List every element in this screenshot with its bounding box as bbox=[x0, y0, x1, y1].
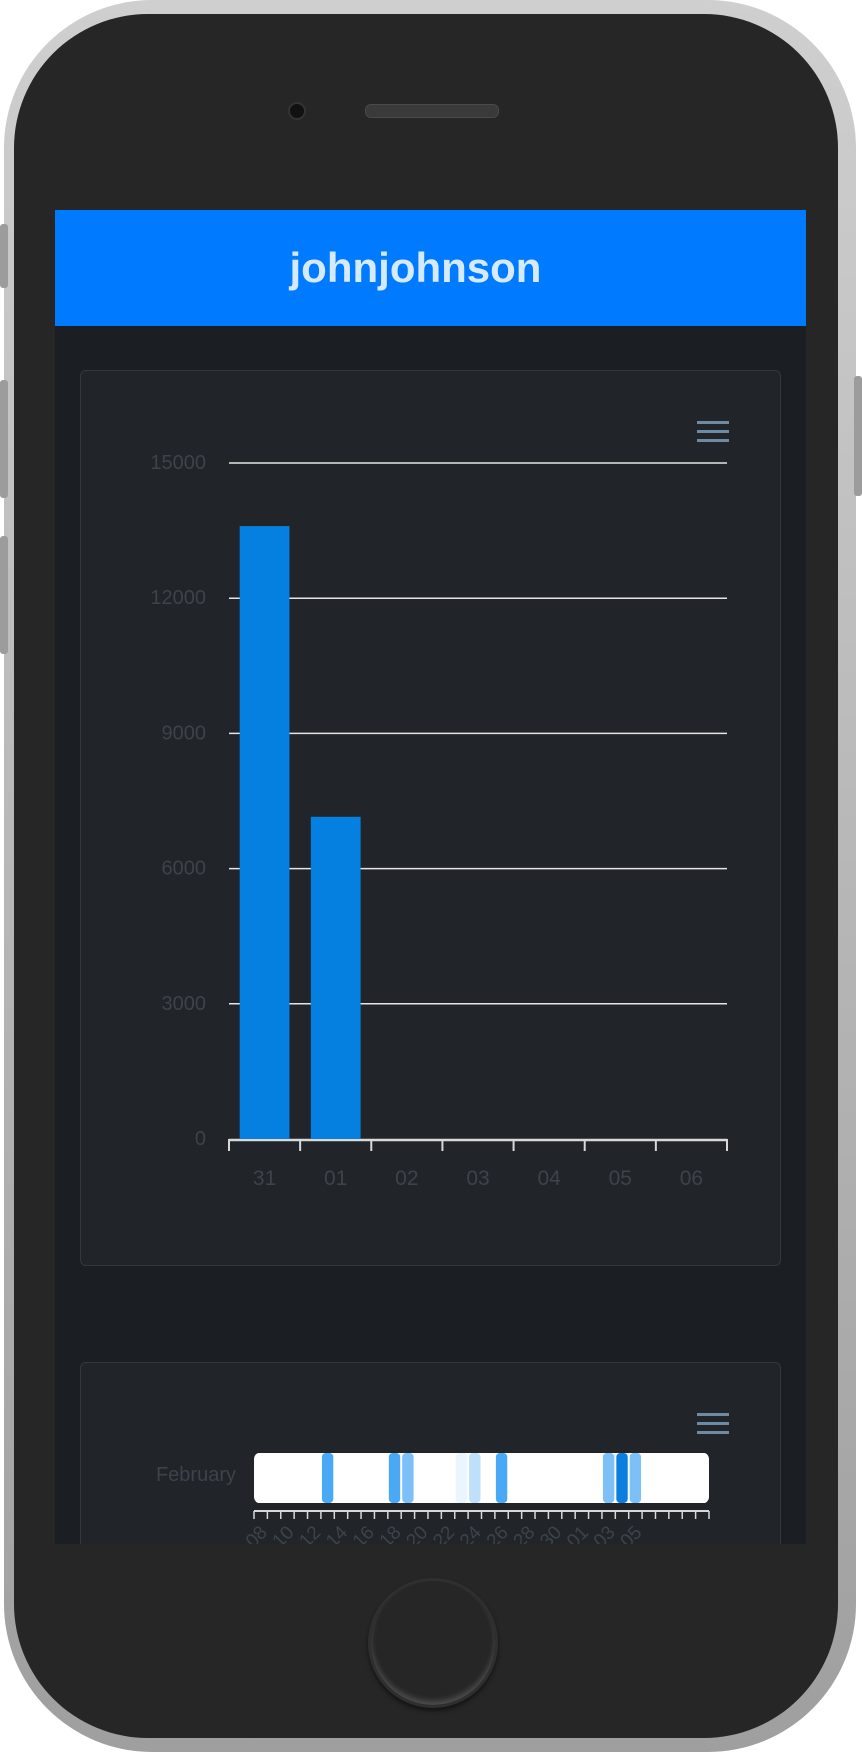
heatmap-cell bbox=[255, 1453, 267, 1503]
heatmap-cell bbox=[509, 1453, 521, 1503]
heatmap-cell bbox=[375, 1453, 387, 1503]
front-camera bbox=[288, 102, 306, 120]
x-tick-label: 24 bbox=[456, 1522, 486, 1544]
x-tick-label: 05 bbox=[617, 1522, 647, 1544]
heatmap-cell bbox=[495, 1453, 508, 1503]
hamburger-menu-icon[interactable] bbox=[697, 421, 729, 443]
app-header: johnjohnson bbox=[55, 210, 806, 326]
earpiece-speaker bbox=[365, 104, 499, 118]
heatmap-cell bbox=[616, 1453, 628, 1503]
heatmap-cell bbox=[629, 1453, 642, 1503]
heatmap-cell bbox=[482, 1453, 494, 1503]
x-tick-label: 18 bbox=[376, 1522, 406, 1544]
x-tick-label: 20 bbox=[402, 1522, 432, 1544]
heatmap-cell bbox=[281, 1453, 294, 1503]
y-tick-label: 3000 bbox=[162, 993, 207, 1015]
bar bbox=[239, 526, 290, 1139]
x-tick-label: 01 bbox=[324, 1167, 347, 1190]
power-button bbox=[854, 376, 862, 496]
heatmap-cell bbox=[348, 1453, 361, 1503]
heatmap-cell bbox=[536, 1453, 548, 1503]
heatmap-cell bbox=[522, 1453, 535, 1503]
heatmap-cell bbox=[308, 1453, 320, 1503]
x-tick-label: 03 bbox=[590, 1522, 620, 1544]
heatmap-cell bbox=[442, 1453, 454, 1503]
x-tick-label: 06 bbox=[680, 1167, 703, 1190]
x-tick-label: 04 bbox=[537, 1167, 561, 1190]
heatmap-cell bbox=[415, 1453, 427, 1503]
bar-chart: 15000 12000 9000 6000 3000 0 31 01 02 03 04 05 06 bbox=[150, 452, 728, 1190]
x-tick-label: 10 bbox=[269, 1522, 299, 1544]
x-tick-label: 28 bbox=[510, 1522, 540, 1544]
app-title: johnjohnson bbox=[289, 244, 542, 291]
heatmap-cell bbox=[589, 1453, 601, 1503]
x-tick-label: 26 bbox=[483, 1522, 513, 1544]
home-button[interactable] bbox=[368, 1578, 498, 1708]
heatmap-cell bbox=[428, 1453, 441, 1503]
x-tick-label: 22 bbox=[429, 1522, 459, 1544]
x-tick-label: 08 bbox=[242, 1522, 272, 1544]
x-tick-label: 31 bbox=[253, 1167, 276, 1190]
heatmap-cell bbox=[388, 1453, 401, 1503]
bar bbox=[310, 816, 361, 1139]
heatmap-cell bbox=[576, 1453, 588, 1503]
heatmap-cell bbox=[455, 1453, 468, 1503]
phone-screen: johnjohnson 15000 12000 9000 6000 3000 0 31 01 0… bbox=[55, 210, 806, 1544]
heatmap-card: February 08 10 12 14 16 18 20 22 24 26 28 30 01 03 05 bbox=[80, 1362, 781, 1544]
bar-chart-card: 15000 12000 9000 6000 3000 0 31 01 02 03 04 05 06 bbox=[80, 370, 781, 1266]
mute-switch bbox=[0, 224, 8, 288]
y-tick-label: 0 bbox=[195, 1128, 206, 1150]
hamburger-menu-icon[interactable] bbox=[697, 1413, 729, 1435]
x-tick-label: 12 bbox=[295, 1522, 325, 1544]
y-tick-label: 9000 bbox=[162, 722, 207, 744]
x-tick-label: 05 bbox=[609, 1167, 632, 1190]
y-tick-label: 12000 bbox=[150, 587, 206, 609]
x-tick-label: 02 bbox=[395, 1167, 418, 1190]
heatmap-cell bbox=[268, 1453, 280, 1503]
volume-down-button bbox=[0, 536, 8, 654]
heatmap-cell bbox=[669, 1453, 682, 1503]
x-tick-label: 01 bbox=[563, 1522, 593, 1544]
x-tick-label: 03 bbox=[466, 1167, 489, 1190]
heatmap-cell bbox=[335, 1453, 347, 1503]
x-tick-label: 14 bbox=[322, 1522, 352, 1544]
row-label: February bbox=[156, 1464, 236, 1486]
heatmap-cell bbox=[696, 1453, 708, 1503]
heatmap-cell bbox=[643, 1453, 655, 1503]
x-tick-label: 16 bbox=[349, 1522, 379, 1544]
heatmap-cell bbox=[362, 1453, 374, 1503]
heatmap-cell bbox=[562, 1453, 575, 1503]
heatmap-cell bbox=[321, 1453, 334, 1503]
heatmap-cell bbox=[469, 1453, 481, 1503]
heatmap-cell bbox=[295, 1453, 307, 1503]
y-tick-label: 15000 bbox=[150, 452, 206, 474]
heatmap-cell bbox=[402, 1453, 414, 1503]
heatmap-cell bbox=[683, 1453, 695, 1503]
x-tick-label: 30 bbox=[536, 1522, 566, 1544]
heatmap-cell bbox=[549, 1453, 561, 1503]
heatmap-cell bbox=[602, 1453, 615, 1503]
volume-up-button bbox=[0, 380, 8, 498]
y-tick-label: 6000 bbox=[162, 858, 207, 880]
heatmap-cell bbox=[656, 1453, 668, 1503]
